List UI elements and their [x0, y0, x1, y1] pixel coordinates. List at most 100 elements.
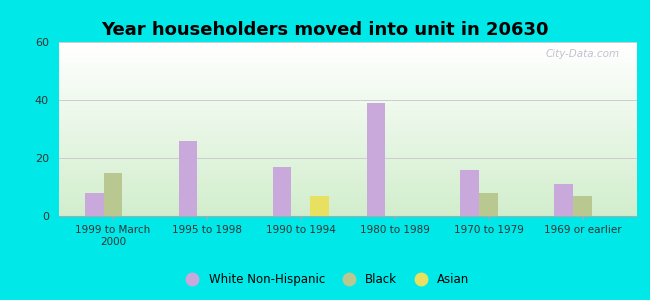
Bar [58, 167, 637, 169]
Bar [58, 89, 637, 91]
Bar [58, 166, 637, 167]
Bar [58, 101, 637, 103]
Bar [58, 115, 637, 117]
Bar [58, 192, 637, 194]
Bar [58, 77, 637, 79]
Bar [58, 42, 637, 44]
Bar [460, 169, 479, 216]
Bar [58, 54, 637, 56]
Bar [58, 204, 637, 206]
Bar [58, 146, 637, 148]
Bar [58, 136, 637, 138]
Bar [367, 103, 385, 216]
Bar [58, 194, 637, 195]
Bar [479, 193, 498, 216]
Bar [58, 99, 637, 101]
Bar [58, 160, 637, 162]
Bar [58, 108, 637, 110]
Bar [58, 64, 637, 66]
Bar [58, 133, 637, 134]
Bar [58, 46, 637, 47]
Bar [58, 212, 637, 214]
Bar [58, 124, 637, 125]
Bar [58, 140, 637, 141]
Bar [58, 134, 637, 136]
Bar [58, 162, 637, 164]
Bar [58, 92, 637, 94]
Bar [58, 153, 637, 155]
Bar [58, 148, 637, 150]
Bar [58, 141, 637, 143]
Bar [573, 196, 592, 216]
Bar [58, 44, 637, 46]
Bar [58, 59, 637, 61]
Bar [58, 131, 637, 133]
Bar [58, 174, 637, 176]
Bar [58, 214, 637, 216]
Bar [58, 169, 637, 171]
Bar [58, 209, 637, 211]
Bar [58, 138, 637, 140]
Bar [58, 202, 637, 204]
Bar [58, 190, 637, 192]
Bar [58, 58, 637, 59]
Bar [58, 145, 637, 146]
Bar [103, 172, 122, 216]
Bar [58, 197, 637, 199]
Bar [58, 186, 637, 188]
Bar [58, 79, 637, 80]
Bar [58, 188, 637, 190]
Bar [58, 122, 637, 124]
Bar [58, 127, 637, 129]
Bar [58, 70, 637, 72]
Bar [58, 96, 637, 98]
Bar [58, 157, 637, 159]
Bar [58, 110, 637, 112]
Bar [58, 211, 637, 212]
Bar [58, 206, 637, 207]
Bar [58, 200, 637, 202]
Bar [58, 176, 637, 178]
Bar [58, 164, 637, 166]
Bar [58, 85, 637, 87]
Bar [58, 179, 637, 181]
Bar [58, 207, 637, 209]
Bar [58, 94, 637, 96]
Bar [58, 68, 637, 70]
Bar [58, 120, 637, 122]
Bar [58, 98, 637, 99]
Bar [58, 172, 637, 174]
Bar [58, 51, 637, 52]
Bar [58, 56, 637, 58]
Bar [272, 167, 291, 216]
Legend: White Non-Hispanic, Black, Asian: White Non-Hispanic, Black, Asian [176, 269, 474, 291]
Bar [58, 105, 637, 106]
Bar [58, 125, 637, 127]
Bar [58, 49, 637, 51]
Bar [58, 178, 637, 179]
Bar [84, 193, 103, 216]
Bar [58, 118, 637, 120]
Bar [310, 196, 329, 216]
Bar [58, 143, 637, 145]
Bar [58, 199, 637, 200]
Bar [58, 87, 637, 89]
Bar [58, 183, 637, 185]
Bar [58, 82, 637, 84]
Bar [58, 155, 637, 157]
Bar [58, 84, 637, 85]
Bar [554, 184, 573, 216]
Bar [58, 113, 637, 115]
Bar [58, 75, 637, 77]
Text: City-Data.com: City-Data.com [545, 49, 619, 59]
Bar [58, 195, 637, 197]
Bar [58, 66, 637, 68]
Bar [58, 152, 637, 153]
Bar [58, 112, 637, 113]
Bar [58, 61, 637, 63]
Bar [58, 185, 637, 186]
Bar [58, 159, 637, 160]
Bar [58, 103, 637, 105]
Bar [179, 141, 198, 216]
Bar [58, 52, 637, 54]
